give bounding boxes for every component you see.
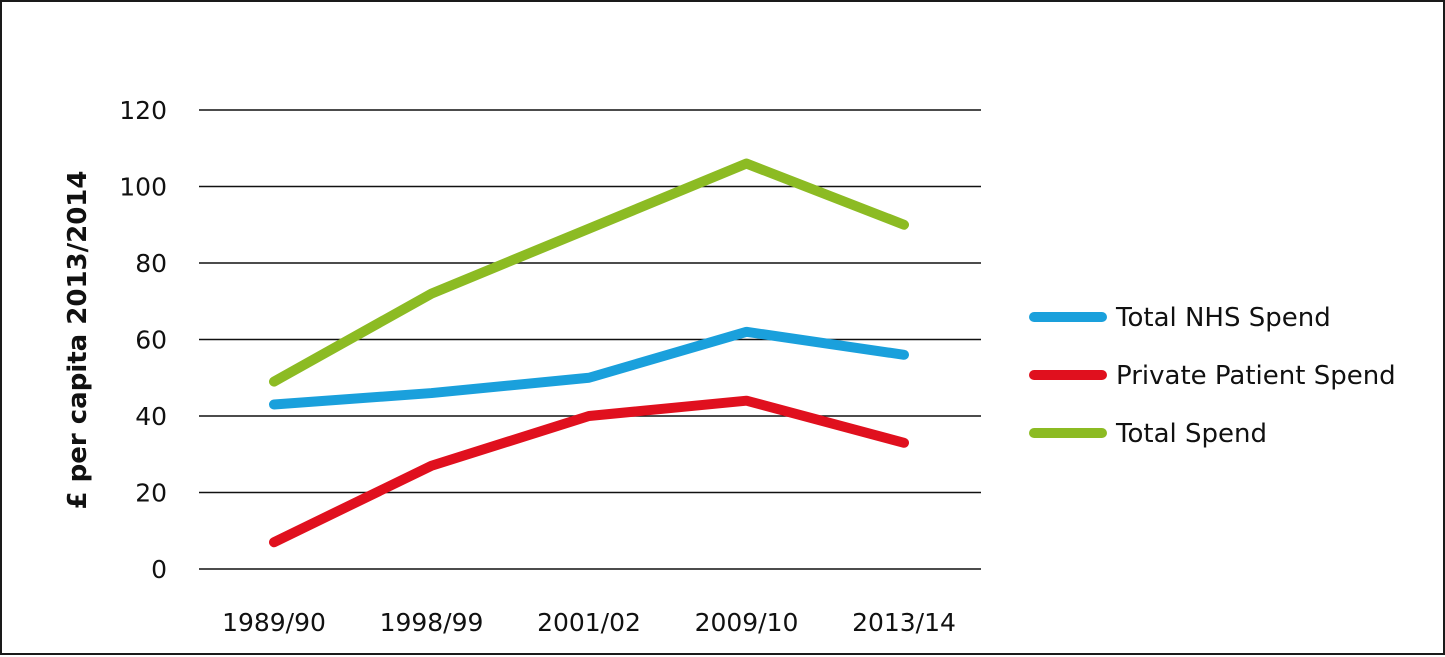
- y-tick-label: 120: [119, 96, 167, 125]
- x-tick-label: 2001/02: [537, 608, 641, 637]
- y-axis-ticks: 0 20 40 60 80 100 120: [119, 96, 167, 584]
- series-line-private-patient-spend: [269, 395, 909, 548]
- x-tick-label: 2013/14: [852, 608, 956, 637]
- x-tick-label: 2009/10: [695, 608, 799, 637]
- y-tick-label: 60: [135, 326, 167, 355]
- y-tick-label: 80: [135, 249, 167, 278]
- legend-label-private-patient-spend: Private Patient Spend: [1116, 361, 1396, 391]
- x-tick-label: 1998/99: [380, 608, 484, 637]
- x-tick-label: 1989/90: [222, 608, 326, 637]
- series-line-total-nhs-spend: [269, 326, 909, 410]
- y-tick-label: 0: [151, 555, 167, 584]
- legend-label-total-nhs-spend: Total NHS Spend: [1115, 303, 1331, 333]
- y-tick-label: 100: [119, 173, 167, 202]
- x-axis-ticks: 1989/90 1998/99 2001/02 2009/10 2013/14: [222, 608, 956, 637]
- y-axis-title: £ per capita 2013/2014: [63, 171, 93, 510]
- legend: Total NHS Spend Private Patient Spend Tota…: [1029, 303, 1396, 449]
- y-tick-label: 20: [135, 479, 167, 508]
- gridlines: [199, 109, 981, 570]
- series-line-total-spend: [269, 158, 909, 387]
- series-lines: [269, 158, 909, 548]
- y-tick-label: 40: [135, 402, 167, 431]
- legend-label-total-spend: Total Spend: [1115, 419, 1267, 449]
